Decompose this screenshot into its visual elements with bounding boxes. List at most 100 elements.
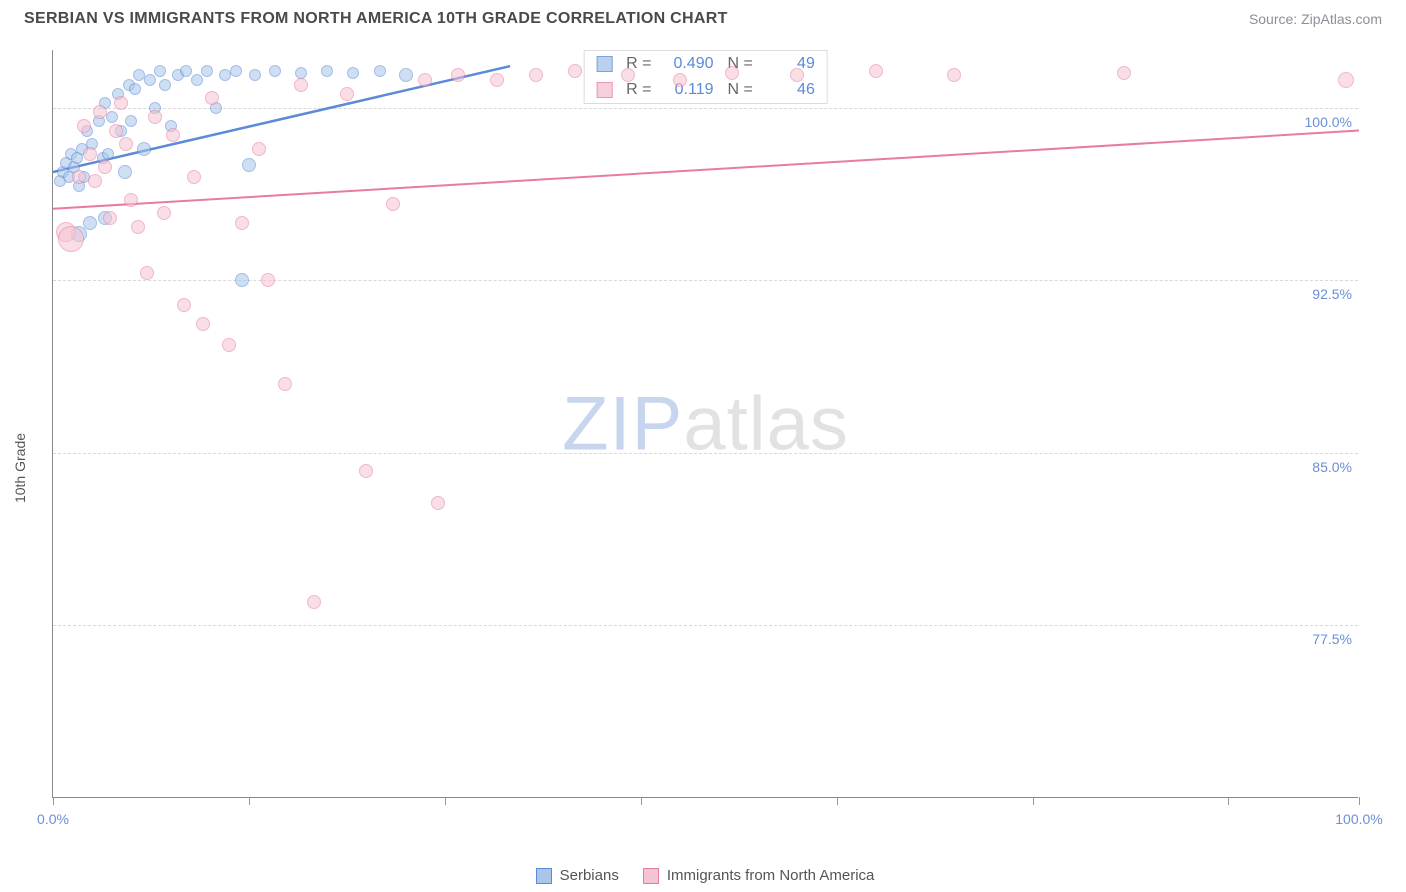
data-point [58,226,84,252]
data-point [869,64,883,78]
y-tick-label: 77.5% [1312,631,1352,647]
data-point [529,68,543,82]
legend-label: Serbians [560,867,619,884]
watermark: ZIPatlas [562,380,849,467]
data-point [235,273,249,287]
data-point [154,65,166,77]
data-point [431,496,445,510]
data-point [118,165,132,179]
data-point [159,79,171,91]
r-value: 0.119 [666,81,714,99]
data-point [307,595,321,609]
data-point [222,338,236,352]
data-point [235,216,249,230]
data-point [88,174,102,188]
data-point [109,124,123,138]
chart-title: SERBIAN VS IMMIGRANTS FROM NORTH AMERICA… [24,10,728,28]
y-tick-label: 100.0% [1305,114,1352,130]
data-point [187,170,201,184]
data-point [148,110,162,124]
x-tick [249,797,250,805]
data-point [72,170,86,184]
data-point [180,65,192,77]
x-tick [641,797,642,805]
x-tick [445,797,446,805]
x-tick [53,797,54,805]
data-point [205,91,219,105]
data-point [106,111,118,123]
n-value: 46 [767,81,815,99]
data-point [177,298,191,312]
legend-swatch [536,868,552,884]
series-swatch [596,56,612,72]
x-tick-label: 100.0% [1335,811,1382,827]
data-point [196,317,210,331]
data-point [98,160,112,174]
data-point [129,83,141,95]
header: SERBIAN VS IMMIGRANTS FROM NORTH AMERICA… [0,0,1406,36]
data-point [144,74,156,86]
legend-item: Serbians [536,867,619,884]
data-point [399,68,413,82]
x-tick-label: 0.0% [37,811,69,827]
trend-line [53,66,510,172]
data-point [201,65,213,77]
legend: Serbians Immigrants from North America [52,867,1358,884]
chart-container: 10th Grade ZIPatlas R =0.490N =49R =0.11… [0,44,1406,892]
data-point [294,78,308,92]
legend-item: Immigrants from North America [643,867,875,884]
data-point [137,142,151,156]
data-point [673,73,687,87]
data-point [114,96,128,110]
data-point [490,73,504,87]
r-label: R = [626,81,651,99]
data-point [269,65,281,77]
data-point [451,68,465,82]
data-point [374,65,386,77]
gridline-horizontal [53,453,1358,454]
stat-row: R = 0.119 N = 46 [584,77,827,103]
data-point [140,266,154,280]
data-point [568,64,582,78]
data-point [261,273,275,287]
data-point [1338,72,1354,88]
n-label: N = [728,81,753,99]
data-point [77,119,91,133]
data-point [124,193,138,207]
gridline-horizontal [53,625,1358,626]
data-point [157,206,171,220]
data-point [321,65,333,77]
data-point [125,115,137,127]
legend-swatch [643,868,659,884]
x-tick [1033,797,1034,805]
y-axis-label: 10th Grade [12,433,28,503]
legend-label: Immigrants from North America [667,867,875,884]
source-label: Source: ZipAtlas.com [1249,11,1382,27]
data-point [119,137,133,151]
y-tick-label: 85.0% [1312,459,1352,475]
data-point [242,158,256,172]
data-point [359,464,373,478]
data-point [230,65,242,77]
data-point [947,68,961,82]
r-value: 0.490 [666,55,714,73]
data-point [790,68,804,82]
data-point [131,220,145,234]
x-tick [1359,797,1360,805]
data-point [252,142,266,156]
x-tick [837,797,838,805]
data-point [83,147,97,161]
data-point [103,211,117,225]
data-point [249,69,261,81]
data-point [166,128,180,142]
scatter-plot: ZIPatlas R =0.490N =49R =0.119N =46 77.5… [52,50,1358,798]
x-tick [1228,797,1229,805]
y-tick-label: 92.5% [1312,286,1352,302]
data-point [386,197,400,211]
data-point [418,73,432,87]
data-point [621,68,635,82]
data-point [1117,66,1131,80]
data-point [93,105,107,119]
data-point [102,148,114,160]
data-point [340,87,354,101]
